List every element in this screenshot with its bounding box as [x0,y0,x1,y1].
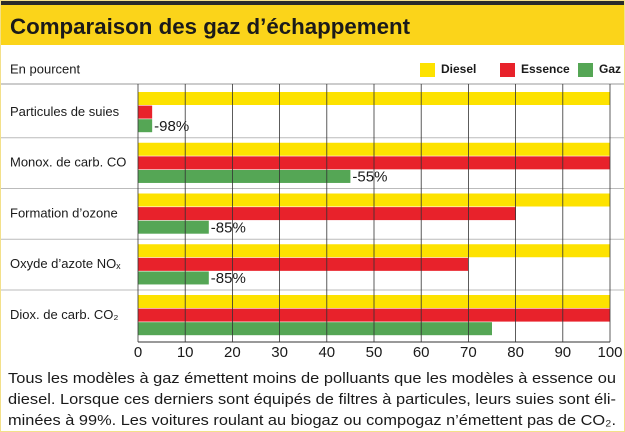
legend-swatch [500,63,515,77]
footnote: diesel. Lorsque ces derniers sont équipé… [8,391,616,408]
annotation: -55% [352,169,387,186]
x-tick-label: 20 [224,344,241,361]
bar [138,169,351,183]
annotation: -85% [211,219,246,236]
bar [138,220,209,234]
x-tick-label: 90 [554,344,571,361]
footnote: minées à 99%. Les voitures roulant au bi… [8,412,616,429]
x-tick-label: 50 [366,344,383,361]
title-band [0,0,625,45]
x-tick-label: 60 [413,344,430,361]
footnote: Tous les modèles à gaz émettent moins de… [8,370,616,387]
annotation: -98% [154,118,189,135]
bar [138,119,153,133]
x-tick-label: 10 [177,344,194,361]
bar [138,105,153,119]
top-border [0,0,625,5]
legend-swatch [578,63,593,77]
legend-label: Essence [521,62,570,76]
x-tick-label: 30 [271,344,288,361]
category-label: Oxyde d’azote NOₓ [10,256,121,271]
legend-swatch [420,63,435,77]
annotation: -85% [211,270,246,287]
x-tick-label: 0 [134,344,142,361]
category-label: Diox. de carb. CO₂ [10,307,118,322]
bar [138,271,209,285]
subtitle: En pourcent [10,61,80,76]
legend-label: Diesel [441,62,476,76]
x-tick-label: 100 [597,344,622,361]
chart-title: Comparaison des gaz d’échappement [10,14,411,39]
x-tick-label: 80 [507,344,524,361]
legend-label: Gaz [599,62,621,76]
bar [138,322,492,336]
x-tick-label: 70 [460,344,477,361]
category-label: Formation d’ozone [10,205,118,220]
x-tick-label: 40 [318,344,335,361]
category-label: Monox. de carb. CO [10,155,126,170]
category-label: Particules de suies [10,104,120,119]
bar [138,257,469,271]
